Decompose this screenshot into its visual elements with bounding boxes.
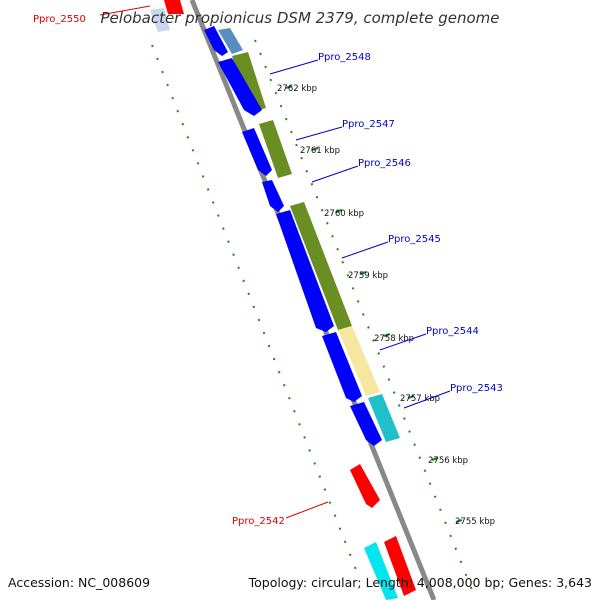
scale-label: 2757 kbp (400, 394, 440, 404)
gene-label-ppro-2548[interactable]: Ppro_2548 (318, 52, 371, 63)
scale-label: 2755 kbp (455, 517, 495, 527)
gene-ppro-2543-cyan[interactable] (368, 394, 400, 442)
gene-ppro-2544-yellow[interactable] (338, 326, 380, 396)
gene-blue-4[interactable] (262, 180, 284, 212)
gene-ppro-2549-steelblue[interactable] (218, 28, 243, 54)
gene-red-bottom[interactable] (384, 536, 416, 596)
scale-label: 2756 kbp (428, 456, 468, 466)
gene-ppro-2548-olive[interactable] (232, 52, 266, 112)
scale-label: 2762 kbp (277, 84, 317, 94)
gene-label-ppro-2547[interactable]: Ppro_2547 (342, 119, 395, 130)
genome-summary-text: Topology: circular; Length: 4,008,000 bp… (248, 575, 592, 590)
scale-ticks (285, 85, 463, 523)
scale-label: 2758 kbp (374, 334, 414, 344)
scale-label: 2760 kbp (324, 209, 364, 219)
gene-cyan-bottom[interactable] (364, 542, 398, 600)
gene-label-ppro-2550[interactable]: Ppro_2550 (33, 14, 86, 25)
gene-label-ppro-2546[interactable]: Ppro_2546 (358, 158, 411, 169)
gene-label-ppro-2543[interactable]: Ppro_2543 (450, 383, 503, 394)
outer-dotted-track (254, 39, 473, 591)
scale-label: 2759 kbp (348, 271, 388, 281)
genome-title: Pelobacter propionicus DSM 2379, complet… (100, 9, 500, 27)
gene-ppro-2550-light[interactable] (150, 8, 170, 32)
gene-ppro-2542-red[interactable] (350, 464, 380, 508)
gene-ppro-2545-olive[interactable] (290, 202, 352, 330)
gene-ppro-2547-olive[interactable] (259, 120, 292, 178)
gene-label-ppro-2544[interactable]: Ppro_2544 (426, 326, 479, 337)
gene-blue-6[interactable] (322, 332, 362, 402)
accession-text: Accession: NC_008609 (8, 575, 151, 590)
gene-blue-2[interactable] (218, 58, 262, 116)
gene-blue-5[interactable] (276, 210, 334, 332)
scale-label: 2761 kbp (300, 146, 340, 156)
gene-blue-3[interactable] (242, 128, 272, 176)
gene-label-ppro-2545[interactable]: Ppro_2545 (388, 234, 441, 245)
gene-ppro-2550-red[interactable] (164, 0, 184, 14)
gene-label-ppro-2542[interactable]: Ppro_2542 (232, 516, 285, 527)
gene-blue-7[interactable] (350, 402, 382, 446)
gene-blue-1[interactable] (204, 26, 228, 56)
